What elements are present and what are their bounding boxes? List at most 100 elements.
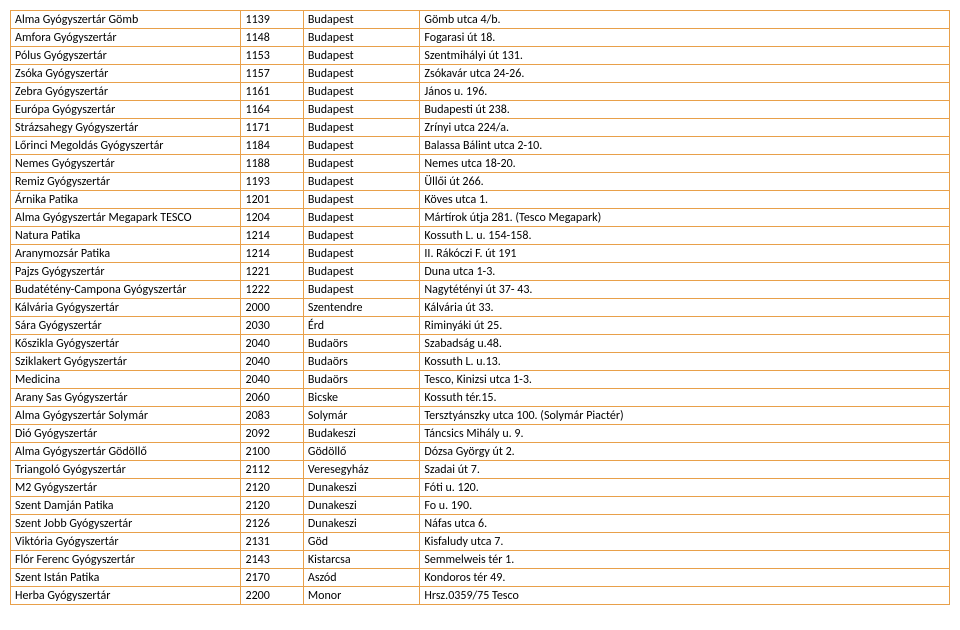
table-cell: Szentendre [303, 299, 419, 317]
table-cell: Nemes utca 18-20. [420, 155, 950, 173]
table-cell: Kossuth tér.15. [420, 389, 950, 407]
table-cell: Fogarasi út 18. [420, 29, 950, 47]
table-cell: Flór Ferenc Gyógyszertár [11, 551, 241, 569]
table-cell: Kossuth L. u.13. [420, 353, 950, 371]
table-cell: Alma Gyógyszertár Gödöllő [11, 443, 241, 461]
table-row: Nemes Gyógyszertár1188BudapestNemes utca… [11, 155, 950, 173]
table-cell: Budapest [303, 191, 419, 209]
table-cell: János u. 196. [420, 83, 950, 101]
table-cell: Zsókavár utca 24-26. [420, 65, 950, 83]
table-cell: 2083 [241, 407, 303, 425]
table-cell: Strázsahegy Gyógyszertár [11, 119, 241, 137]
table-cell: Budaörs [303, 353, 419, 371]
table-cell: Nagytétényi út 37- 43. [420, 281, 950, 299]
table-cell: 2126 [241, 515, 303, 533]
table-cell: 1204 [241, 209, 303, 227]
table-cell: 1157 [241, 65, 303, 83]
table-cell: Budapest [303, 263, 419, 281]
table-cell: Budapest [303, 281, 419, 299]
table-cell: Dunakeszi [303, 479, 419, 497]
table-cell: Mártírok útja 281. (Tesco Megapark) [420, 209, 950, 227]
table-cell: 2000 [241, 299, 303, 317]
table-row: Alma Gyógyszertár Megapark TESCO1204Buda… [11, 209, 950, 227]
table-cell: Budapest [303, 227, 419, 245]
table-row: M2 Gyógyszertár2120DunakesziFóti u. 120. [11, 479, 950, 497]
table-cell: 2143 [241, 551, 303, 569]
table-cell: Monor [303, 587, 419, 605]
table-cell: Fóti u. 120. [420, 479, 950, 497]
table-cell: Pajzs Gyógyszertár [11, 263, 241, 281]
table-cell: Budapest [303, 137, 419, 155]
table-row: Alma Gyógyszertár Gödöllő2100GödöllőDózs… [11, 443, 950, 461]
table-cell: Budapest [303, 47, 419, 65]
table-cell: Göd [303, 533, 419, 551]
table-row: Szent Istán Patika2170AszódKondoros tér … [11, 569, 950, 587]
table-cell: Zsóka Gyógyszertár [11, 65, 241, 83]
table-row: Natura Patika1214BudapestKossuth L. u. 1… [11, 227, 950, 245]
table-cell: Üllői út 266. [420, 173, 950, 191]
table-cell: Tersztyánszky utca 100. (Solymár Piactér… [420, 407, 950, 425]
table-cell: 1171 [241, 119, 303, 137]
table-cell: Dunakeszi [303, 497, 419, 515]
table-cell: Árnika Patika [11, 191, 241, 209]
table-cell: Budaörs [303, 335, 419, 353]
table-cell: Gödöllő [303, 443, 419, 461]
table-cell: Zrínyi utca 224/a. [420, 119, 950, 137]
table-cell: Amfora Gyógyszertár [11, 29, 241, 47]
table-cell: Sára Gyógyszertár [11, 317, 241, 335]
table-row: Triangoló Gyógyszertár2112VeresegyházSza… [11, 461, 950, 479]
table-cell: Budaörs [303, 371, 419, 389]
table-cell: Herba Gyógyszertár [11, 587, 241, 605]
pharmacy-table: Alma Gyógyszertár Gömb1139BudapestGömb u… [10, 10, 950, 605]
table-row: Európa Gyógyszertár1164BudapestBudapesti… [11, 101, 950, 119]
table-cell: Táncsics Mihály u. 9. [420, 425, 950, 443]
table-cell: 2120 [241, 479, 303, 497]
table-cell: 2092 [241, 425, 303, 443]
table-row: Kőszikla Gyógyszertár2040BudaörsSzabadsá… [11, 335, 950, 353]
table-cell: Medicina [11, 371, 241, 389]
table-cell: 1201 [241, 191, 303, 209]
table-cell: M2 Gyógyszertár [11, 479, 241, 497]
table-cell: Viktória Gyógyszertár [11, 533, 241, 551]
table-cell: Budapest [303, 83, 419, 101]
table-cell: Alma Gyógyszertár Megapark TESCO [11, 209, 241, 227]
table-cell: Kálvária út 33. [420, 299, 950, 317]
table-cell: Sziklakert Gyógyszertár [11, 353, 241, 371]
table-row: Herba Gyógyszertár2200MonorHrsz.0359/75 … [11, 587, 950, 605]
table-cell: Pólus Gyógyszertár [11, 47, 241, 65]
table-cell: Remiz Gyógyszertár [11, 173, 241, 191]
table-cell: Natura Patika [11, 227, 241, 245]
table-cell: Balassa Bálint utca 2-10. [420, 137, 950, 155]
table-row: Strázsahegy Gyógyszertár1171BudapestZrín… [11, 119, 950, 137]
table-cell: 1139 [241, 11, 303, 29]
table-cell: Dózsa György út 2. [420, 443, 950, 461]
table-cell: Gömb utca 4/b. [420, 11, 950, 29]
table-row: Sára Gyógyszertár2030ÉrdRiminyáki út 25. [11, 317, 950, 335]
table-cell: Aszód [303, 569, 419, 587]
table-cell: 1153 [241, 47, 303, 65]
table-row: Flór Ferenc Gyógyszertár2143KistarcsaSem… [11, 551, 950, 569]
table-cell: 2030 [241, 317, 303, 335]
table-cell: Alma Gyógyszertár Solymár [11, 407, 241, 425]
table-cell: Budapest [303, 209, 419, 227]
table-cell: Arany Sas Gyógyszertár [11, 389, 241, 407]
table-cell: Kossuth L. u. 154-158. [420, 227, 950, 245]
table-cell: 1221 [241, 263, 303, 281]
table-cell: Érd [303, 317, 419, 335]
table-cell: Solymár [303, 407, 419, 425]
table-cell: 1214 [241, 227, 303, 245]
table-row: Pólus Gyógyszertár1153BudapestSzentmihál… [11, 47, 950, 65]
table-cell: Budapest [303, 119, 419, 137]
table-cell: Európa Gyógyszertár [11, 101, 241, 119]
table-row: Medicina2040BudaörsTesco, Kinizsi utca 1… [11, 371, 950, 389]
table-cell: Alma Gyógyszertár Gömb [11, 11, 241, 29]
table-cell: Lőrinci Megoldás Gyógyszertár [11, 137, 241, 155]
table-cell: 2100 [241, 443, 303, 461]
table-cell: Budapest [303, 155, 419, 173]
table-row: Arany Sas Gyógyszertár2060BicskeKossuth … [11, 389, 950, 407]
table-cell: Budapest [303, 245, 419, 263]
table-cell: 2060 [241, 389, 303, 407]
table-row: Lőrinci Megoldás Gyógyszertár1184Budapes… [11, 137, 950, 155]
table-row: Zsóka Gyógyszertár1157BudapestZsókavár u… [11, 65, 950, 83]
table-cell: Szent Damján Patika [11, 497, 241, 515]
